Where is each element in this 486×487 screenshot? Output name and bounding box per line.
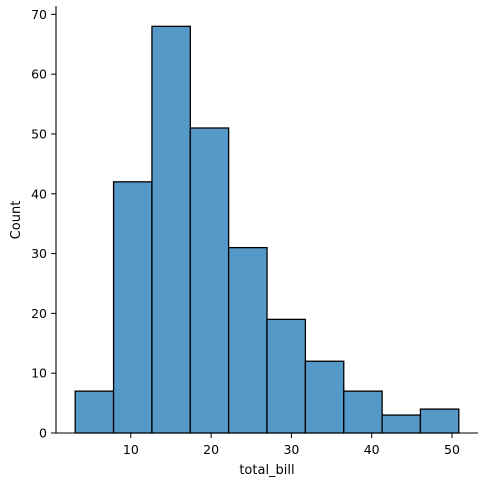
- x-axis-label: total_bill: [239, 463, 294, 478]
- y-tick-label: 60: [31, 67, 47, 82]
- histogram-bar: [381, 414, 422, 434]
- y-tick-label: 10: [31, 366, 47, 381]
- histogram-bar: [266, 318, 307, 434]
- histogram-bar: [74, 390, 115, 434]
- y-axis-label: Count: [9, 201, 24, 240]
- x-tick-label: 20: [203, 442, 219, 457]
- histogram-bar: [151, 25, 191, 434]
- y-tick-label: 40: [31, 186, 47, 201]
- y-tick-label: 70: [31, 7, 47, 22]
- x-tick-label: 40: [364, 442, 380, 457]
- ticks-layer: 10 20 30 40 50 0 10 20 30 40 50 60 70: [31, 7, 460, 457]
- axes-layer: [55, 6, 478, 434]
- bars-layer: [74, 25, 460, 434]
- histogram-bar: [304, 360, 345, 434]
- y-tick-label: 50: [31, 126, 47, 141]
- x-tick-label: 10: [123, 442, 139, 457]
- y-tick-label: 20: [31, 306, 47, 321]
- x-tick-label: 50: [444, 442, 460, 457]
- x-tick-label: 30: [283, 442, 299, 457]
- y-tick-label: 30: [31, 246, 47, 261]
- y-tick-label: 0: [39, 426, 47, 441]
- histogram-bar: [343, 390, 383, 434]
- histogram-bar: [419, 408, 460, 434]
- histogram-bar: [227, 246, 268, 434]
- histogram-bar: [112, 181, 153, 434]
- histogram-bar: [189, 127, 230, 434]
